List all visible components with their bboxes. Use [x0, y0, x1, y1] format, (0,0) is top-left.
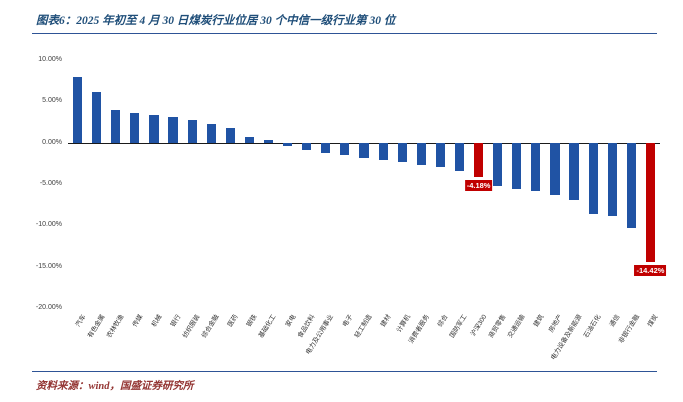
x-axis-tick-label: 医药 — [226, 313, 240, 329]
title-divider-line — [32, 33, 657, 34]
bar-传媒 — [130, 112, 140, 143]
plot-area: -4.18% -14.42% — [68, 60, 667, 308]
x-axis-tick-label: 综合金融 — [200, 313, 221, 340]
bar-有色金属 — [92, 92, 102, 143]
bar-汽车 — [72, 77, 83, 143]
x-axis-tick-label: 交通运输 — [506, 313, 527, 340]
x-axis-tick-label: 建材 — [379, 313, 393, 329]
x-axis-tick-label: 钢铁 — [246, 313, 259, 329]
x-axis-tick-label: 建筑 — [532, 313, 546, 329]
bar-沪深300 — [473, 142, 484, 178]
bar-农林牧渔 — [111, 110, 121, 143]
x-axis-tick-label: 综合 — [436, 313, 450, 329]
bar-交通运输 — [512, 142, 522, 189]
bar-通信 — [607, 142, 617, 217]
y-axis-tick-label: 0.00% — [42, 138, 62, 146]
y-axis-tick-label: -20.00% — [35, 304, 62, 311]
x-axis-tick-label: 汽车 — [74, 313, 87, 329]
x-axis-tick-label: 家电 — [284, 313, 298, 329]
bar-建筑 — [531, 142, 541, 192]
bar-综合 — [435, 142, 445, 168]
bar-商贸零售 — [493, 142, 503, 187]
x-axis-tick-label: 有色金属 — [86, 313, 107, 340]
bar-钢铁 — [244, 136, 254, 143]
bar-计算机 — [397, 142, 407, 163]
bar-银行 — [168, 117, 178, 143]
chart-title: 图表6：2025 年初至 4 月 30 日煤炭行业位居 30 个中信一级行业第 … — [36, 15, 396, 27]
x-axis-tick-label: 传媒 — [131, 313, 145, 329]
x-axis-tick-label: 电子 — [341, 313, 355, 329]
bar-基础化工 — [263, 140, 274, 143]
bar-国防军工 — [454, 142, 465, 171]
x-axis-tick-label: 通信 — [608, 313, 622, 329]
x-axis-tick-label: 纺织服装 — [181, 313, 202, 340]
bar-煤炭 — [645, 142, 656, 262]
data-label-煤炭: -14.42% — [634, 264, 667, 276]
y-axis-tick-label: 10.00% — [38, 56, 62, 63]
x-axis-tick-label: 轻工制造 — [353, 313, 374, 340]
y-axis-tick-label: 5.00% — [42, 97, 62, 105]
x-axis-tick-label: 银行 — [169, 313, 183, 329]
x-axis-labels: 汽车 有色金属 农林牧渔 传媒 机械 银行 纺织服装 综合金融 医药 钢铁 基础化工 家电 食品饮料 电力… — [68, 310, 660, 368]
footer-divider-line — [32, 371, 657, 372]
x-axis-tick-label: 石油石化 — [582, 313, 603, 340]
bar-电子 — [340, 142, 350, 156]
y-axis-tick-label: -15.00% — [35, 262, 62, 270]
bar-食品饮料 — [302, 142, 312, 151]
y-axis-tick-label: -10.00% — [35, 221, 62, 229]
data-label-沪深300: -4.18% — [464, 180, 493, 192]
x-axis-tick-label: 基础化工 — [258, 313, 278, 340]
x-axis-tick-label: 农林牧渔 — [105, 313, 126, 340]
x-axis-tick-label: 房地产 — [548, 313, 565, 334]
bar-综合金融 — [206, 123, 216, 143]
x-axis-tick-label: 国防军工 — [449, 313, 469, 340]
x-axis-tick-label: 煤炭 — [647, 313, 660, 329]
y-axis-tick-label: -5.00% — [39, 180, 62, 187]
bar-家电 — [283, 142, 293, 146]
x-axis-tick-label: 计算机 — [395, 313, 412, 334]
bar-消费者服务 — [416, 142, 426, 165]
bar-电力及公用事业 — [321, 142, 331, 153]
bar-纺织服装 — [187, 119, 197, 143]
bar-电力设备及新能源 — [569, 142, 579, 200]
bar-石油石化 — [588, 142, 598, 214]
bar-建材 — [378, 142, 388, 161]
bar-非银行金融 — [626, 142, 636, 228]
source-note: 资料来源：wind，国盛证券研究所 — [36, 381, 194, 392]
bar-医药 — [225, 127, 235, 143]
bar-机械 — [149, 115, 159, 143]
x-axis-tick-label: 机械 — [150, 313, 164, 329]
y-axis: 10.00% 5.00% 0.00% -5.00% -10.00% -15.00% -20.… — [0, 56, 62, 311]
bar-房地产 — [550, 142, 560, 195]
bar-轻工制造 — [359, 142, 369, 158]
